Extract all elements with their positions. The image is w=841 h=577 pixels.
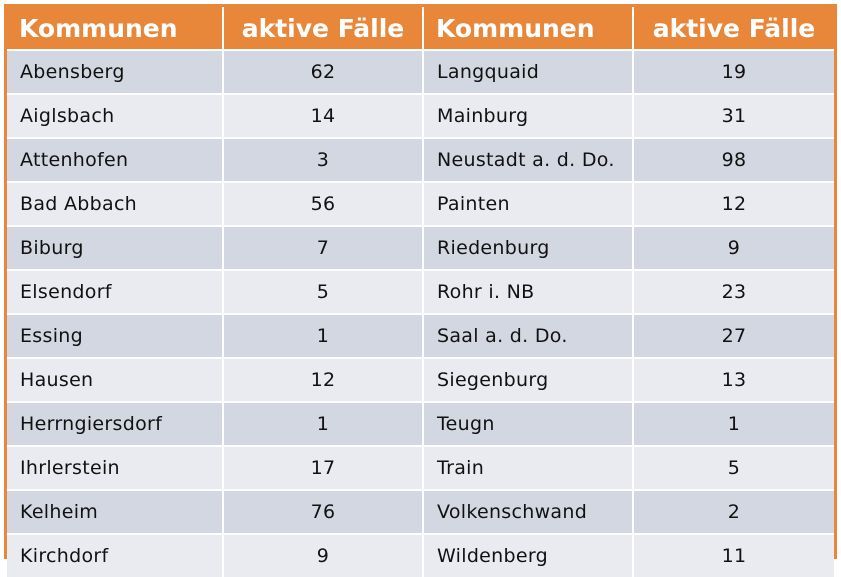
kommune-left-cell: Essing bbox=[7, 314, 224, 359]
cases-left-cell: 76 bbox=[223, 490, 424, 535]
cases-left-cell: 1 bbox=[223, 402, 424, 447]
table-row: Hausen 12 Siegenburg 13 bbox=[7, 358, 834, 403]
cases-right-cell: 9 bbox=[633, 226, 834, 271]
cases-left-cell: 62 bbox=[223, 50, 424, 95]
kommune-left-cell: Abensberg bbox=[7, 50, 224, 95]
kommune-right-cell: Wildenberg bbox=[423, 534, 634, 577]
cases-left-cell: 56 bbox=[223, 182, 424, 227]
table-body: Abensberg 62 Langquaid 19 Aiglsbach 14 Mainbur… bbox=[7, 50, 834, 577]
kommune-left-cell: Hausen bbox=[7, 358, 224, 403]
cases-left-cell: 9 bbox=[223, 534, 424, 577]
cases-left-cell: 14 bbox=[223, 94, 424, 139]
table-row: Kelheim 76 Volkenschwand 2 bbox=[7, 490, 834, 535]
cases-left-cell: 3 bbox=[223, 138, 424, 183]
cases-right-cell: 98 bbox=[633, 138, 834, 183]
kommune-right-cell: Volkenschwand bbox=[423, 490, 634, 535]
cases-right-cell: 27 bbox=[633, 314, 834, 359]
kommune-right-cell: Saal a. d. Do. bbox=[423, 314, 634, 359]
cases-left-cell: 7 bbox=[223, 226, 424, 271]
table-row: Ihrlerstein 17 Train 5 bbox=[7, 446, 834, 491]
kommune-left-cell: Elsendorf bbox=[7, 270, 224, 315]
active-cases-table: Kommunen aktive Fälle Kommunen aktive Fä… bbox=[7, 7, 834, 577]
kommune-right-cell: Siegenburg bbox=[423, 358, 634, 403]
kommune-right-cell: Teugn bbox=[423, 402, 634, 447]
kommune-left-cell: Aiglsbach bbox=[7, 94, 224, 139]
cases-table-frame: Kommunen aktive Fälle Kommunen aktive Fä… bbox=[4, 4, 837, 577]
header-kommunen-left: Kommunen bbox=[7, 7, 224, 51]
cases-left-cell: 5 bbox=[223, 270, 424, 315]
kommune-left-cell: Ihrlerstein bbox=[7, 446, 224, 491]
cases-left-cell: 12 bbox=[223, 358, 424, 403]
kommune-right-cell: Mainburg bbox=[423, 94, 634, 139]
table-row: Biburg 7 Riedenburg 9 bbox=[7, 226, 834, 271]
kommune-left-cell: Kelheim bbox=[7, 490, 224, 535]
table-row: Herrngiersdorf 1 Teugn 1 bbox=[7, 402, 834, 447]
kommune-right-cell: Rohr i. NB bbox=[423, 270, 634, 315]
kommune-left-cell: Attenhofen bbox=[7, 138, 224, 183]
cases-left-cell: 1 bbox=[223, 314, 424, 359]
table-row: Essing 1 Saal a. d. Do. 27 bbox=[7, 314, 834, 359]
table-row: Abensberg 62 Langquaid 19 bbox=[7, 50, 834, 95]
table-row: Aiglsbach 14 Mainburg 31 bbox=[7, 94, 834, 139]
kommune-left-cell: Kirchdorf bbox=[7, 534, 224, 577]
table-row: Attenhofen 3 Neustadt a. d. Do. 98 bbox=[7, 138, 834, 183]
header-cases-left: aktive Fälle bbox=[223, 7, 424, 51]
cases-right-cell: 2 bbox=[633, 490, 834, 535]
cases-right-cell: 13 bbox=[633, 358, 834, 403]
kommune-left-cell: Biburg bbox=[7, 226, 224, 271]
table-row: Elsendorf 5 Rohr i. NB 23 bbox=[7, 270, 834, 315]
cases-right-cell: 23 bbox=[633, 270, 834, 315]
cases-right-cell: 19 bbox=[633, 50, 834, 95]
kommune-right-cell: Neustadt a. d. Do. bbox=[423, 138, 634, 183]
table-row: Kirchdorf 9 Wildenberg 11 bbox=[7, 534, 834, 577]
cases-left-cell: 17 bbox=[223, 446, 424, 491]
table-row: Bad Abbach 56 Painten 12 bbox=[7, 182, 834, 227]
kommune-left-cell: Herrngiersdorf bbox=[7, 402, 224, 447]
kommune-left-cell: Bad Abbach bbox=[7, 182, 224, 227]
cases-right-cell: 31 bbox=[633, 94, 834, 139]
cases-right-cell: 11 bbox=[633, 534, 834, 577]
header-kommunen-right: Kommunen bbox=[423, 7, 634, 51]
header-cases-right: aktive Fälle bbox=[633, 7, 834, 51]
cases-right-cell: 12 bbox=[633, 182, 834, 227]
kommune-right-cell: Painten bbox=[423, 182, 634, 227]
header-row: Kommunen aktive Fälle Kommunen aktive Fä… bbox=[7, 7, 834, 51]
cases-right-cell: 1 bbox=[633, 402, 834, 447]
kommune-right-cell: Langquaid bbox=[423, 50, 634, 95]
kommune-right-cell: Train bbox=[423, 446, 634, 491]
kommune-right-cell: Riedenburg bbox=[423, 226, 634, 271]
cases-right-cell: 5 bbox=[633, 446, 834, 491]
